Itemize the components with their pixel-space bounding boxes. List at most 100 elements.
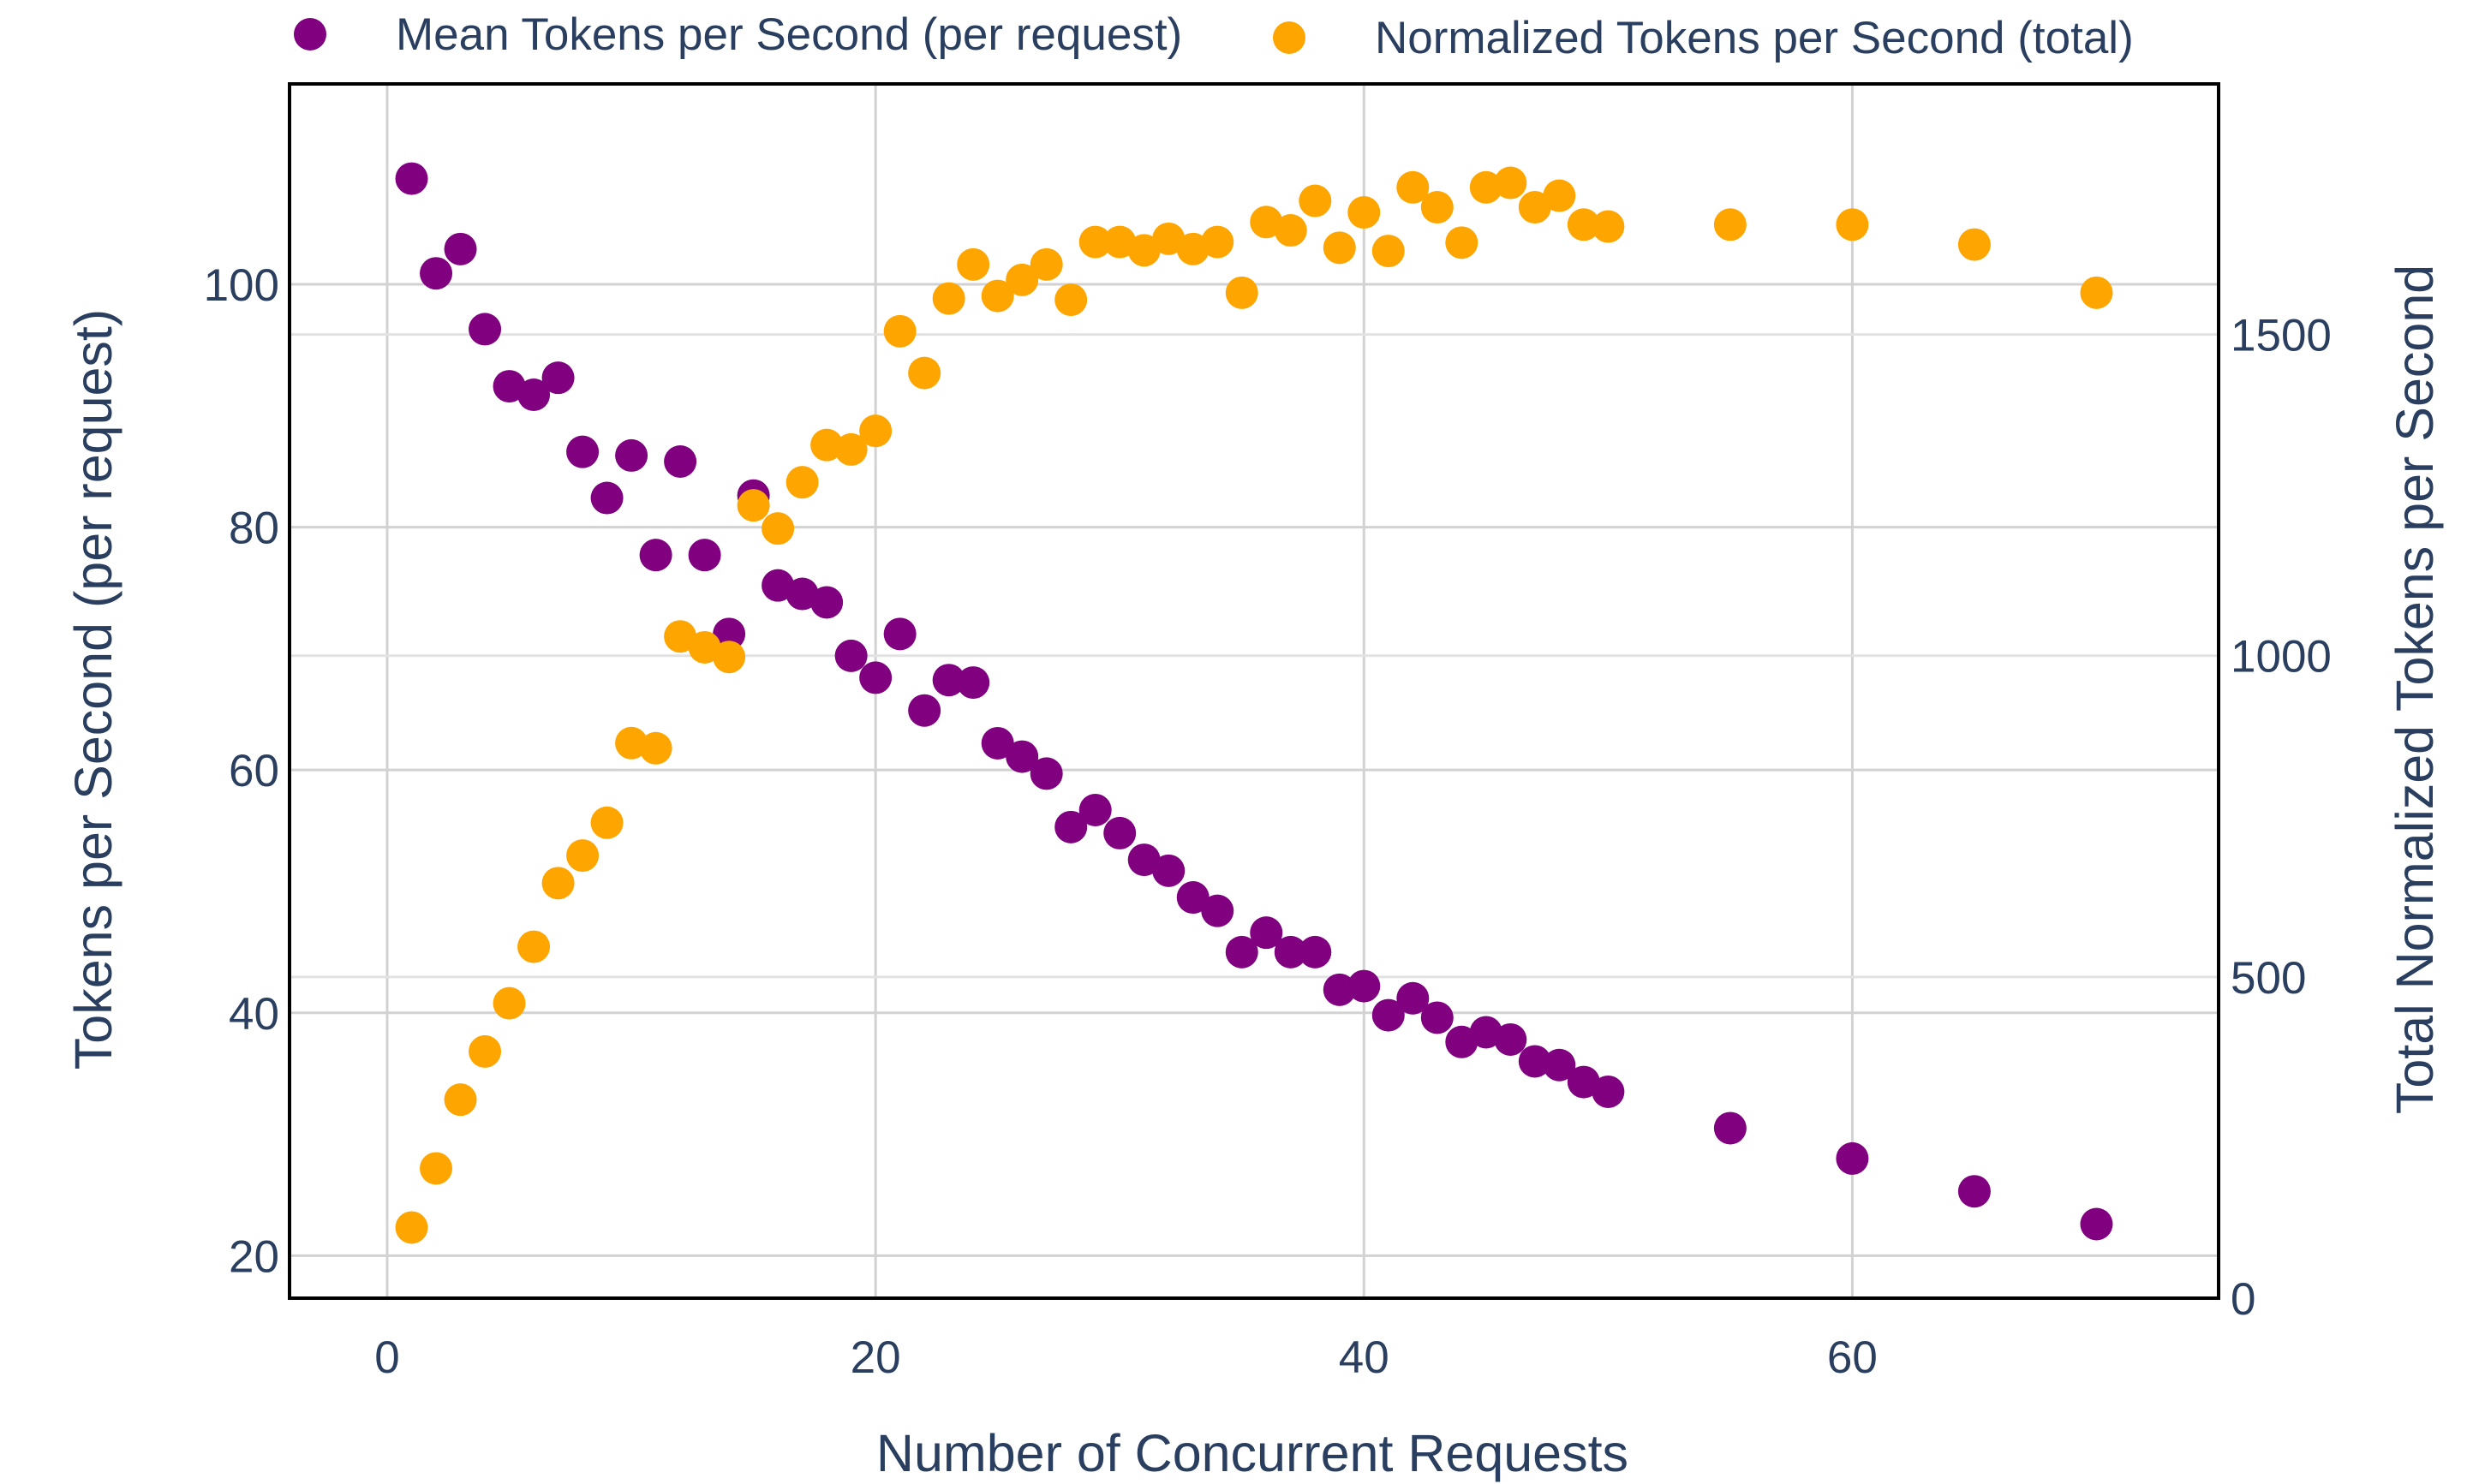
mean-tps-point[interactable]	[1274, 935, 1307, 968]
mean-tps-point[interactable]	[1078, 793, 1112, 826]
normalized-tps-point[interactable]	[883, 314, 917, 348]
mean-tps-point[interactable]	[420, 257, 453, 290]
mean-tps-point[interactable]	[541, 361, 575, 395]
mean-tps-point[interactable]	[615, 438, 648, 472]
normalized-tps-point[interactable]	[713, 641, 746, 674]
normalized-tps-point[interactable]	[981, 279, 1014, 313]
mean-tps-point[interactable]	[810, 586, 844, 619]
mean-tps-point[interactable]	[688, 539, 721, 572]
normalized-tps-point[interactable]	[664, 620, 697, 653]
normalized-tps-point[interactable]	[908, 356, 941, 390]
mean-tps-point[interactable]	[1396, 981, 1430, 1015]
mean-tps-point[interactable]	[566, 435, 600, 468]
mean-tps-point[interactable]	[932, 664, 965, 697]
normalized-tps-point[interactable]	[1054, 283, 1088, 317]
normalized-tps-point[interactable]	[932, 282, 965, 315]
normalized-tps-point[interactable]	[1371, 235, 1405, 268]
mean-tps-point[interactable]	[785, 577, 819, 611]
mean-tps-point[interactable]	[762, 569, 795, 602]
mean-tps-point[interactable]	[664, 444, 697, 478]
mean-tps-point[interactable]	[517, 378, 551, 412]
mean-tps-point[interactable]	[834, 639, 868, 672]
normalized-tps-point[interactable]	[1201, 225, 1234, 259]
normalized-tps-point[interactable]	[444, 1083, 477, 1117]
mean-tps-point[interactable]	[1225, 935, 1258, 968]
normalized-tps-point[interactable]	[541, 867, 575, 900]
normalized-tps-point[interactable]	[1396, 170, 1430, 204]
mean-tps-point[interactable]	[1176, 881, 1210, 915]
mean-tps-point[interactable]	[883, 617, 917, 651]
mean-tps-point[interactable]	[444, 232, 477, 265]
mean-tps-point[interactable]	[2080, 1207, 2113, 1241]
mean-tps-point[interactable]	[908, 694, 941, 727]
normalized-tps-point[interactable]	[785, 466, 819, 499]
normalized-tps-point[interactable]	[1957, 228, 1991, 261]
mean-tps-point[interactable]	[1054, 810, 1088, 843]
mean-tps-point[interactable]	[1518, 1045, 1551, 1078]
mean-tps-point[interactable]	[713, 617, 746, 651]
normalized-tps-point[interactable]	[737, 489, 770, 522]
mean-tps-point[interactable]	[469, 313, 502, 346]
normalized-tps-point[interactable]	[395, 1211, 428, 1244]
normalized-tps-point[interactable]	[1592, 210, 1625, 243]
normalized-tps-point[interactable]	[1250, 206, 1283, 239]
normalized-tps-point[interactable]	[1299, 184, 1332, 218]
normalized-tps-point[interactable]	[1836, 208, 1869, 241]
normalized-tps-point[interactable]	[859, 414, 893, 448]
normalized-tps-point[interactable]	[810, 428, 844, 462]
mean-tps-point[interactable]	[1713, 1112, 1747, 1145]
mean-tps-point[interactable]	[859, 661, 893, 694]
mean-tps-point[interactable]	[639, 539, 672, 572]
normalized-tps-point[interactable]	[517, 930, 551, 963]
normalized-tps-point[interactable]	[1494, 166, 1527, 200]
normalized-tps-point[interactable]	[1469, 170, 1502, 204]
normalized-tps-point[interactable]	[1347, 196, 1381, 229]
normalized-tps-point[interactable]	[1713, 208, 1747, 241]
mean-tps-point[interactable]	[1250, 916, 1283, 950]
mean-tps-point[interactable]	[493, 370, 526, 403]
mean-tps-point[interactable]	[1494, 1022, 1527, 1056]
mean-tps-point[interactable]	[1299, 935, 1332, 968]
normalized-tps-point[interactable]	[834, 432, 868, 466]
mean-tps-point[interactable]	[1592, 1075, 1625, 1108]
normalized-tps-point[interactable]	[1518, 191, 1551, 224]
normalized-tps-point[interactable]	[1274, 214, 1307, 247]
normalized-tps-point[interactable]	[1445, 226, 1478, 259]
mean-tps-point[interactable]	[1152, 854, 1186, 887]
mean-tps-point[interactable]	[1836, 1141, 1869, 1175]
mean-tps-point[interactable]	[1006, 740, 1039, 773]
normalized-tps-point[interactable]	[420, 1152, 453, 1185]
normalized-tps-point[interactable]	[688, 630, 721, 664]
mean-tps-point[interactable]	[1567, 1065, 1600, 1099]
normalized-tps-point[interactable]	[1006, 263, 1039, 296]
mean-tps-point[interactable]	[1323, 973, 1356, 1006]
normalized-tps-point[interactable]	[615, 726, 648, 760]
mean-tps-point[interactable]	[395, 162, 428, 195]
normalized-tps-point[interactable]	[469, 1034, 502, 1068]
normalized-tps-point[interactable]	[1103, 225, 1137, 259]
normalized-tps-point[interactable]	[493, 986, 526, 1020]
normalized-tps-point[interactable]	[1078, 225, 1112, 259]
mean-tps-point[interactable]	[1347, 969, 1381, 1003]
normalized-tps-point[interactable]	[1323, 231, 1356, 265]
mean-tps-point[interactable]	[1201, 894, 1234, 927]
normalized-tps-point[interactable]	[1543, 179, 1576, 212]
normalized-tps-point[interactable]	[566, 839, 600, 873]
mean-tps-point[interactable]	[1469, 1016, 1502, 1049]
mean-tps-point[interactable]	[1957, 1175, 1991, 1208]
normalized-tps-point[interactable]	[1225, 276, 1258, 309]
mean-tps-point[interactable]	[957, 666, 990, 700]
mean-tps-point[interactable]	[1420, 1001, 1454, 1034]
normalized-tps-point[interactable]	[590, 806, 624, 839]
normalized-tps-point[interactable]	[1127, 234, 1161, 267]
normalized-tps-point[interactable]	[1567, 208, 1600, 241]
normalized-tps-point[interactable]	[762, 512, 795, 545]
mean-tps-point[interactable]	[1030, 757, 1063, 790]
normalized-tps-point[interactable]	[2080, 276, 2113, 309]
normalized-tps-point[interactable]	[1420, 191, 1454, 224]
mean-tps-point[interactable]	[1445, 1025, 1478, 1058]
normalized-tps-point[interactable]	[1176, 232, 1210, 265]
normalized-tps-point[interactable]	[639, 731, 672, 765]
mean-tps-point[interactable]	[1371, 998, 1405, 1032]
mean-tps-point[interactable]	[1127, 843, 1161, 877]
